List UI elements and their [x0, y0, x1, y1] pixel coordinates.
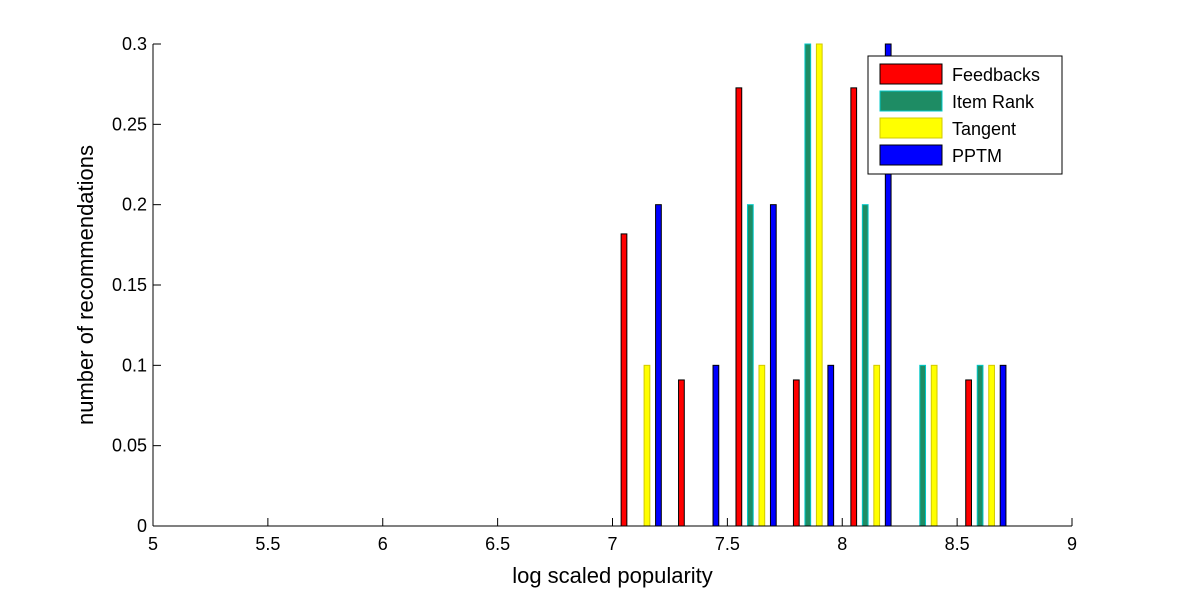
bar-tangent-12	[873, 364, 881, 527]
y-tick-label: 0.15	[112, 275, 147, 295]
bar-tangent-13	[930, 364, 938, 527]
axes-layer: 5 5.5 6 6.5 7 7.5 8 8.5 9 0 0.05 0.1 0.15 0.2 0.25 0.3	[112, 34, 1077, 554]
bar-item-rank-10	[746, 204, 754, 527]
legend-label-feedbacks: Feedbacks	[952, 65, 1040, 85]
legend-swatch-item-rank	[879, 90, 943, 112]
legend-swatch-pptm	[879, 144, 943, 166]
y-tick-label: 0.3	[122, 34, 147, 54]
y-tick-label: 0.1	[122, 355, 147, 375]
x-tick-label: 5.5	[255, 534, 280, 554]
bar-tangent-10	[758, 364, 766, 527]
legend: Feedbacks Item Rank Tangent PPTM	[867, 55, 1063, 175]
legend-label-tangent: Tangent	[952, 119, 1016, 139]
bar-feedbacks-11	[792, 379, 800, 527]
bar-feedbacks-14	[965, 379, 972, 527]
bar-tangent-8	[643, 364, 651, 527]
y-axis-label: number of recommendations	[73, 145, 98, 425]
bar-feedbacks-9	[678, 379, 685, 527]
y-tick-label: 0.2	[122, 195, 147, 215]
legend-swatch-feedbacks	[879, 63, 943, 85]
bar-pptm-14	[999, 364, 1007, 527]
x-axis-label: log scaled popularity	[512, 563, 713, 588]
bar-pptm-10	[769, 204, 777, 527]
x-tick-label: 8	[837, 534, 847, 554]
x-tick-label: 9	[1067, 534, 1077, 554]
bar-tangent-14	[988, 364, 995, 527]
x-tick-label: 6	[378, 534, 388, 554]
bar-feedbacks-12	[850, 87, 858, 527]
legend-label-item-rank: Item Rank	[952, 92, 1035, 112]
bar-tangent-11	[815, 43, 823, 527]
bar-item-rank-13	[919, 364, 927, 527]
y-tick-label: 0	[137, 516, 147, 536]
x-tick-label: 7	[607, 534, 617, 554]
bar-pptm-9	[712, 364, 720, 527]
legend-swatch-tangent	[879, 117, 943, 139]
bar-pptm-8	[655, 204, 662, 527]
legend-label-pptm: PPTM	[952, 146, 1002, 166]
y-tick-label: 0.25	[112, 114, 147, 134]
bar-pptm-11	[827, 364, 835, 527]
bar-item-rank-12	[861, 204, 869, 527]
x-tick-label: 5	[148, 534, 158, 554]
bar-feedbacks-10	[735, 87, 743, 527]
bar-feedbacks-8	[620, 233, 628, 527]
x-tick-label: 6.5	[485, 534, 510, 554]
bar-item-rank-11	[804, 43, 812, 527]
bar-item-rank-14	[976, 364, 984, 527]
y-tick-label: 0.05	[112, 436, 147, 456]
x-tick-label: 7.5	[715, 534, 740, 554]
x-tick-label: 8.5	[945, 534, 970, 554]
